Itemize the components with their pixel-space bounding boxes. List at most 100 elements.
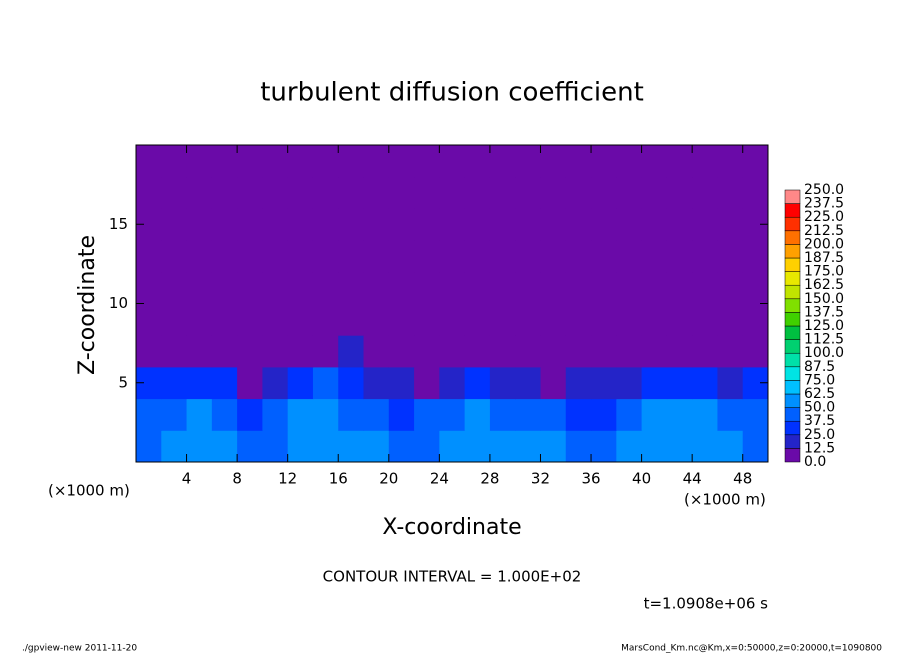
heat-cell: [616, 303, 643, 336]
heat-cell: [363, 398, 390, 431]
heat-cell: [540, 145, 567, 178]
heat-cell: [464, 366, 491, 400]
colorbar-label: 237.5: [804, 196, 844, 212]
heat-cell: [312, 208, 339, 241]
heat-cell: [363, 303, 390, 336]
heat-cell: [287, 271, 314, 304]
heat-cell: [489, 335, 516, 368]
heat-cell: [540, 208, 567, 241]
heat-cell: [414, 335, 440, 368]
heat-cell: [641, 271, 668, 304]
heat-cell: [211, 176, 238, 209]
colorbar-label: 187.5: [804, 250, 844, 266]
heat-cell: [262, 430, 289, 463]
heat-cell: [489, 398, 516, 431]
y-tick-label: 10: [109, 294, 128, 312]
heat-cell: [161, 176, 188, 209]
heat-cell: [211, 398, 238, 431]
colorbar-box: [784, 284, 801, 300]
heat-cell: [591, 303, 617, 336]
heat-cell: [591, 430, 617, 463]
heat-cell: [439, 398, 466, 431]
heat-cell: [414, 303, 440, 336]
heat-cell: [262, 303, 289, 336]
heat-cell: [161, 303, 188, 336]
heat-cell: [742, 240, 769, 273]
heat-cell: [489, 145, 516, 178]
heat-cell: [439, 303, 466, 336]
heat-cell: [717, 398, 744, 431]
heat-cell: [489, 430, 516, 463]
heat-cell: [489, 303, 516, 336]
heat-cell: [186, 398, 213, 431]
heat-cell: [565, 176, 592, 209]
heat-cell: [211, 303, 238, 336]
heat-cell: [717, 303, 744, 336]
heat-cell: [388, 240, 415, 273]
heat-cell: [161, 240, 188, 273]
heat-cell: [287, 398, 314, 431]
heat-cell: [237, 271, 263, 304]
heat-cell: [237, 430, 263, 463]
colorbar-label: 162.5: [804, 277, 844, 293]
heat-cell: [262, 271, 289, 304]
heat-cell: [338, 208, 365, 241]
colorbar-box: [784, 244, 801, 259]
heat-cell: [363, 335, 390, 368]
heat-cell: [439, 208, 466, 241]
heat-cell: [666, 145, 693, 178]
chart-title: turbulent diffusion coefficient: [260, 78, 644, 108]
heat-cell: [414, 208, 440, 241]
heat-cell: [136, 240, 162, 273]
heat-cell: [565, 366, 592, 400]
colorbar-box: [784, 189, 801, 204]
heat-cell: [692, 366, 718, 400]
heat-cell: [388, 208, 415, 241]
heat-cell: [414, 398, 440, 431]
heat-cell: [186, 145, 213, 178]
heat-cell: [692, 335, 718, 368]
heat-cell: [641, 335, 668, 368]
x-tick-label: 8: [232, 470, 242, 488]
heat-cell: [717, 271, 744, 304]
heat-cell: [388, 303, 415, 336]
heat-cell: [742, 430, 769, 463]
heat-cell: [616, 398, 643, 431]
heat-cell: [211, 366, 238, 400]
heat-cell: [312, 430, 339, 463]
y-unit: (×1000 m): [48, 482, 130, 500]
heat-cell: [186, 271, 213, 304]
heat-cell: [439, 240, 466, 273]
heat-cell: [641, 366, 668, 400]
heat-cell: [338, 145, 365, 178]
x-tick-label: 24: [430, 470, 449, 488]
heat-cell: [262, 145, 289, 178]
heat-cell: [666, 335, 693, 368]
heat-cell: [312, 366, 339, 400]
contour-interval: CONTOUR INTERVAL = 1.000E+02: [323, 568, 582, 586]
colorbar-label: 225.0: [804, 209, 844, 225]
heat-cell: [540, 398, 567, 431]
heat-cell: [515, 208, 541, 241]
heat-cell: [136, 145, 162, 178]
heat-cell: [363, 366, 390, 400]
heat-cell: [161, 208, 188, 241]
heat-cell: [338, 303, 365, 336]
heat-cell: [515, 398, 541, 431]
heat-cell: [262, 335, 289, 368]
heat-cell: [136, 271, 162, 304]
heat-cell: [591, 208, 617, 241]
x-tick-label: 12: [278, 470, 297, 488]
heat-cell: [363, 208, 390, 241]
heat-cell: [666, 271, 693, 304]
heat-cell: [565, 271, 592, 304]
heat-cell: [692, 208, 718, 241]
heat-cell: [237, 145, 263, 178]
heat-cell: [312, 145, 339, 178]
heat-cell: [439, 271, 466, 304]
x-tick-label: 16: [329, 470, 348, 488]
heat-cell: [161, 430, 188, 463]
heat-cell: [692, 430, 718, 463]
colorbar-label: 137.5: [804, 304, 844, 320]
colorbar-box: [784, 203, 801, 218]
